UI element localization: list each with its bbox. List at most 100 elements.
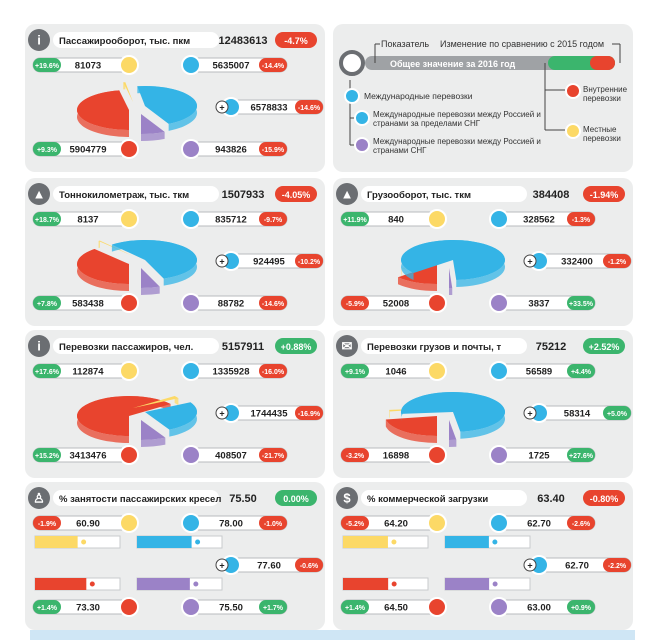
total-change: 0.00%: [283, 494, 309, 504]
change-label: -3.2%: [346, 453, 365, 460]
total-value: 63.40: [537, 493, 565, 505]
series-dot: [427, 445, 447, 465]
title-pill: [361, 338, 527, 354]
plus-icon: [215, 254, 229, 268]
pie-slice-local: [133, 396, 179, 408]
change-chip: [603, 558, 631, 572]
change-label: +1.4%: [345, 605, 366, 612]
pie-slice-local-side: [389, 409, 390, 419]
value-label: 6578833: [251, 103, 288, 114]
change-chip: [33, 448, 61, 462]
total-value: 75.50: [229, 493, 257, 505]
legend-domestic-wrap: Внутренние перевозки: [583, 85, 627, 103]
series-dot: [119, 361, 139, 381]
legend-dot-inside-cis: [354, 137, 370, 153]
change-label: -16.9%: [298, 411, 321, 418]
change-chip: [295, 254, 323, 268]
pie-slice-outside_cis: [145, 402, 197, 430]
value-label: 1335928: [213, 367, 250, 378]
value-label: 3837: [528, 299, 549, 310]
total-change: -4.7%: [284, 36, 308, 46]
series-dot: [181, 139, 201, 159]
pie-slice-inside_cis: [449, 268, 453, 288]
pie-slice-domestic-side: [77, 249, 129, 291]
legend-total-label: Общее значение за 2016 год: [390, 59, 515, 69]
bar-end-dot-domestic: [88, 580, 96, 588]
mail-icon-glyph: ✉: [342, 339, 353, 354]
total-change-chip: [275, 32, 317, 48]
value-label: 1744435: [251, 409, 289, 420]
value-label: 1725: [528, 451, 550, 462]
value-label: 77.60: [257, 561, 281, 572]
bar-end-dot-local: [80, 538, 88, 546]
plus-glyph: +: [527, 257, 532, 267]
series-dot: [427, 209, 447, 229]
change-label: +27.6%: [569, 453, 594, 460]
legend-dot-international: [344, 88, 360, 104]
title-pill: [53, 186, 219, 202]
bar-inside_cis: [137, 578, 190, 590]
change-chip: [259, 58, 287, 72]
mail-icon: [336, 335, 358, 357]
bar-end-dot-inside_cis: [491, 580, 499, 588]
change-chip: [341, 364, 369, 378]
legend-international-label: Международные перевозки: [364, 91, 473, 101]
change-chip: [259, 516, 287, 530]
series-dot: [119, 597, 139, 617]
series-dot: [181, 597, 201, 617]
change-chip: [259, 448, 287, 462]
panel-title: Пассажирооборот, тыс. пкм: [59, 36, 190, 47]
series-dot: [119, 209, 139, 229]
value-label: 5904779: [70, 145, 107, 156]
pie-slice-local-side: [98, 240, 100, 249]
pie-slice-outside_cis-side: [169, 402, 197, 437]
value-label: 8137: [77, 215, 98, 226]
seat-icon: [28, 487, 50, 509]
change-chip: [33, 58, 61, 72]
value-label: 840: [388, 215, 404, 226]
pie-slice-inside_cis: [141, 420, 166, 440]
bar-end-dot-outside_cis: [194, 538, 202, 546]
legend-inside-cis-label: Международные перевозки между Россией и …: [373, 137, 541, 155]
change-chip: [259, 296, 287, 310]
series-dot: [427, 293, 447, 313]
value-label: 63.00: [527, 603, 551, 614]
plus-glyph: +: [527, 561, 532, 571]
series-dot: [427, 597, 447, 617]
series-dot: [119, 293, 139, 313]
change-chip: [603, 254, 631, 268]
title-pill: [361, 490, 527, 506]
change-chip: [341, 296, 369, 310]
change-chip: [567, 516, 595, 530]
value-label: 52008: [383, 299, 409, 310]
change-chip: [33, 142, 61, 156]
change-chip: [295, 100, 323, 114]
plus-icon: [215, 100, 229, 114]
weight-icon: [28, 183, 50, 205]
person-icon-glyph: i: [37, 339, 41, 354]
series-dot: [489, 209, 509, 229]
person-icon-glyph: i: [37, 33, 41, 48]
bar-end-dot-inside_cis: [192, 580, 200, 588]
change-label: -21.7%: [262, 453, 285, 460]
total-change-chip: [583, 186, 625, 202]
weight-icon-glyph: ▲: [33, 187, 46, 202]
change-chip: [33, 600, 61, 614]
panel-0: i Пассажирооборот, тыс. пкм 12483613 -4.7% +…: [25, 24, 325, 172]
change-chip: [33, 212, 61, 226]
bar-end-dot-local: [390, 538, 398, 546]
legend-dot-outside-cis: [354, 110, 370, 126]
change-chip: [259, 600, 287, 614]
pie-slice-domestic: [385, 416, 437, 436]
change-label: -5.2%: [346, 521, 365, 528]
total-change: -0.80%: [590, 494, 619, 504]
plus-glyph: +: [527, 409, 532, 419]
value-label: 58314: [564, 409, 591, 420]
pie-slice-local: [123, 82, 133, 102]
pie-slice-inside_cis-side: [449, 439, 457, 447]
value-label: 835712: [215, 215, 247, 226]
change-label: -15.9%: [262, 147, 285, 154]
person-icon: [28, 335, 50, 357]
value-label: 60.90: [76, 519, 100, 530]
value-label: 3413476: [70, 451, 107, 462]
